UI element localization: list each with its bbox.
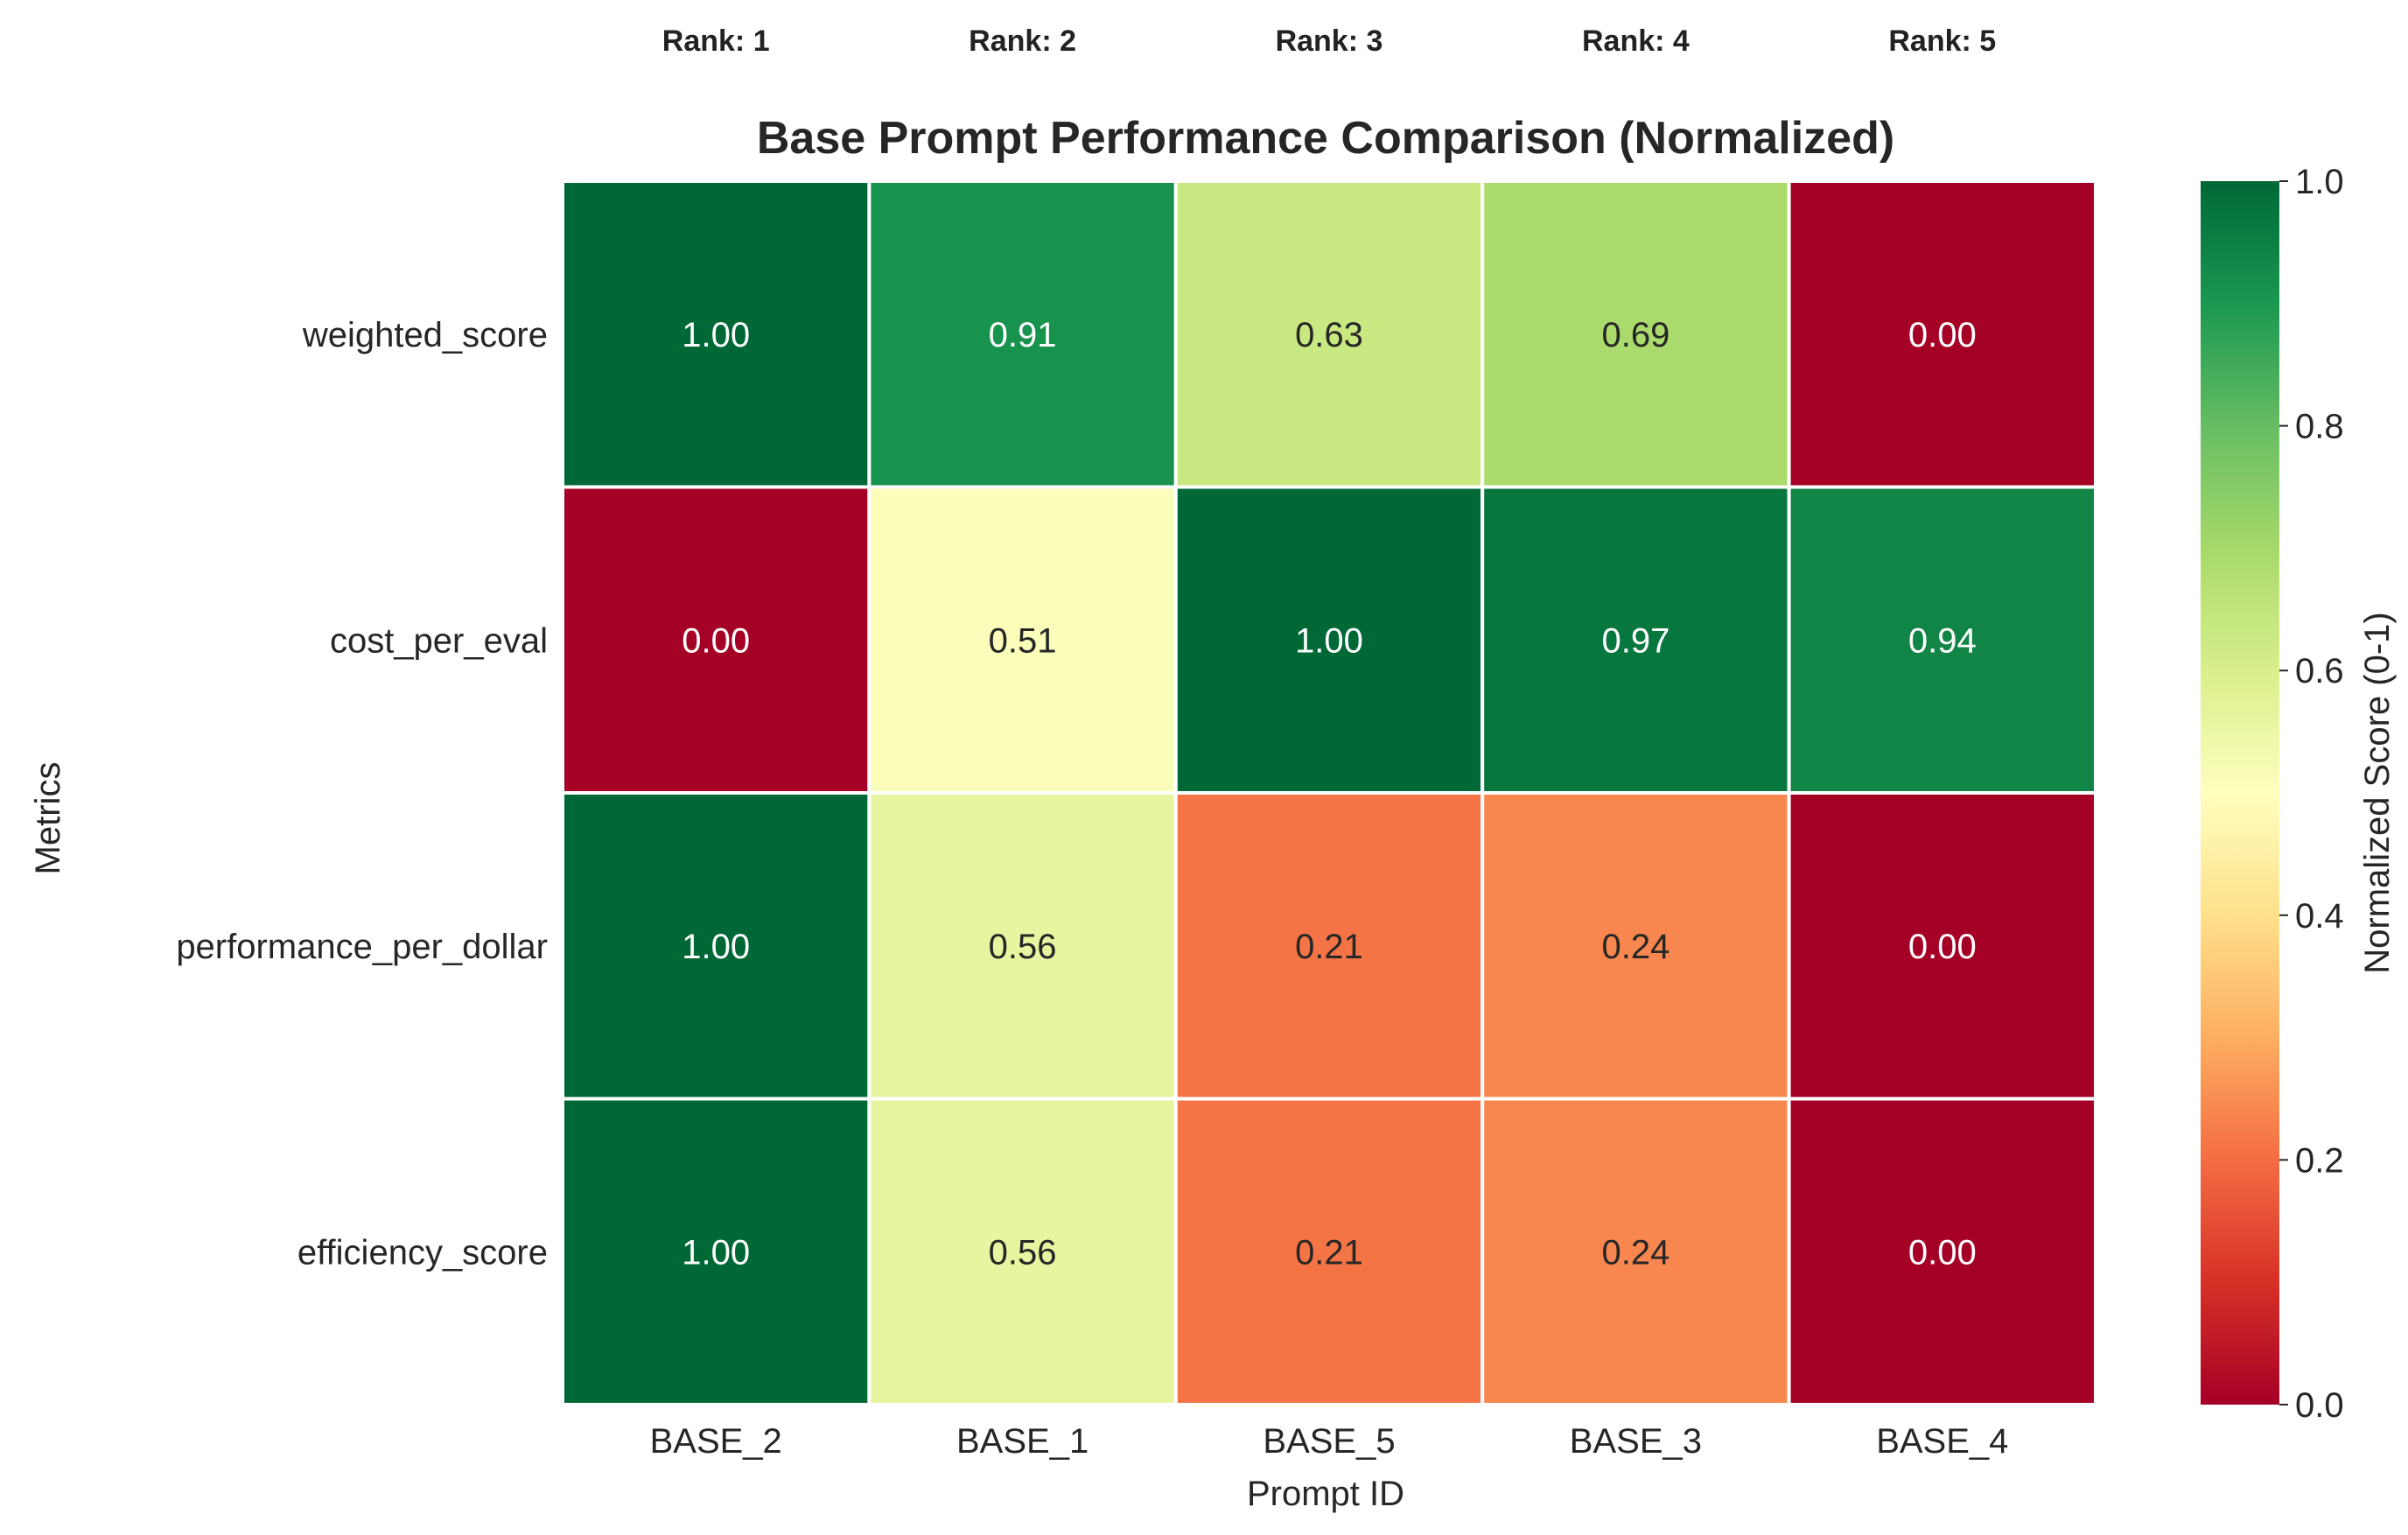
y-tick-label: cost_per_eval [330, 621, 548, 660]
heatmap-cell-weighted_score-BASE_2 [561, 179, 872, 489]
colorbar-tick-label: 0.8 [2295, 408, 2344, 446]
colorbar-tick-label: 0.4 [2295, 897, 2344, 936]
cell-value-label: 1.00 [1295, 621, 1363, 660]
heatmap-cell-weighted_score-BASE_5 [1173, 179, 1485, 489]
cell-value-label: 0.51 [989, 621, 1057, 660]
cell-value-label: 0.00 [1908, 928, 1977, 966]
cell-value-label: 0.56 [989, 928, 1057, 966]
chart-title: Base Prompt Performance Comparison (Norm… [757, 113, 1894, 164]
heatmap-cell-weighted_score-BASE_1 [867, 179, 1178, 489]
rank-label: Rank: 5 [1888, 25, 1996, 58]
cell-value-label: 0.91 [989, 316, 1057, 354]
cell-value-label: 0.56 [989, 1233, 1057, 1272]
rank-label: Rank: 1 [662, 25, 770, 58]
heatmap-cell-labels: 1.00 0.91 0.63 0.69 0.00 0.00 0.51 1.00 0.97 0.94… [682, 316, 1976, 1272]
x-axis-label: Prompt ID [1247, 1475, 1404, 1513]
rank-label: Rank: 4 [1582, 25, 1690, 58]
cell-value-label: 0.97 [1601, 621, 1670, 660]
y-tick-label: weighted_score [302, 316, 548, 354]
y-tick-label: efficiency_score [298, 1233, 548, 1272]
heatmap-cell-cost_per_eval-BASE_5 [1173, 485, 1485, 795]
colorbar-tick-label: 0.6 [2295, 652, 2344, 690]
colorbar-label: Normalized Score (0-1) [2358, 612, 2397, 973]
x-tick-label: BASE_4 [1876, 1422, 2008, 1461]
heatmap-cell-performance_per_dollar-BASE_4 [1787, 791, 2097, 1101]
colorbar-tick-label: 0.0 [2295, 1386, 2344, 1425]
colorbar-tick-label: 1.0 [2295, 163, 2344, 201]
heatmap-cell-efficiency_score-BASE_5 [1173, 1097, 1485, 1406]
heatmap-cell-performance_per_dollar-BASE_3 [1480, 791, 1791, 1101]
cell-value-label: 0.24 [1601, 1233, 1670, 1272]
x-tick-label: BASE_3 [1570, 1422, 1702, 1461]
cell-value-label: 0.00 [1908, 316, 1977, 354]
y-tick-label: performance_per_dollar [176, 928, 548, 966]
x-tick-label: BASE_2 [650, 1422, 782, 1461]
y-axis-label: Metrics [29, 762, 67, 875]
cell-value-label: 0.00 [1908, 1233, 1977, 1272]
heatmap-cells [561, 179, 2097, 1406]
cell-value-label: 0.63 [1295, 316, 1363, 354]
x-tick-labels: BASE_2 BASE_1 BASE_5 BASE_3 BASE_4 [650, 1422, 2009, 1461]
rank-labels: Rank: 1 Rank: 2 Rank: 3 Rank: 4 Rank: 5 [662, 25, 1996, 58]
x-tick-label: BASE_5 [1263, 1422, 1395, 1461]
cell-value-label: 0.24 [1601, 928, 1670, 966]
colorbar [2201, 181, 2279, 1405]
cell-value-label: 1.00 [682, 1233, 750, 1272]
colorbar-ticks: 0.0 0.2 0.4 0.6 0.8 1.0 [2279, 163, 2344, 1425]
x-tick-label: BASE_1 [956, 1422, 1088, 1461]
cell-value-label: 0.69 [1601, 316, 1670, 354]
colorbar-tick-label: 0.2 [2295, 1141, 2344, 1180]
heatmap-cell-efficiency_score-BASE_2 [561, 1097, 872, 1406]
cell-value-label: 0.21 [1295, 1233, 1363, 1272]
heatmap-cell-cost_per_eval-BASE_4 [1787, 485, 2097, 795]
cell-value-label: 0.00 [682, 621, 750, 660]
heatmap-cell-weighted_score-BASE_4 [1787, 179, 2097, 489]
cell-value-label: 1.00 [682, 928, 750, 966]
heatmap-cell-performance_per_dollar-BASE_5 [1173, 791, 1485, 1101]
rank-label: Rank: 3 [1276, 25, 1383, 58]
rank-label: Rank: 2 [969, 25, 1076, 58]
cell-value-label: 1.00 [682, 316, 750, 354]
heatmap-cell-efficiency_score-BASE_4 [1787, 1097, 2097, 1406]
cell-value-label: 0.21 [1295, 928, 1363, 966]
heatmap-cell-efficiency_score-BASE_1 [867, 1097, 1178, 1406]
cell-value-label: 0.94 [1908, 621, 1977, 660]
heatmap-cell-weighted_score-BASE_3 [1480, 179, 1791, 489]
heatmap-cell-performance_per_dollar-BASE_1 [867, 791, 1178, 1101]
y-tick-labels: weighted_score cost_per_eval performance_p… [176, 316, 548, 1272]
heatmap-cell-cost_per_eval-BASE_2 [561, 485, 872, 795]
heatmap-cell-efficiency_score-BASE_3 [1480, 1097, 1791, 1406]
